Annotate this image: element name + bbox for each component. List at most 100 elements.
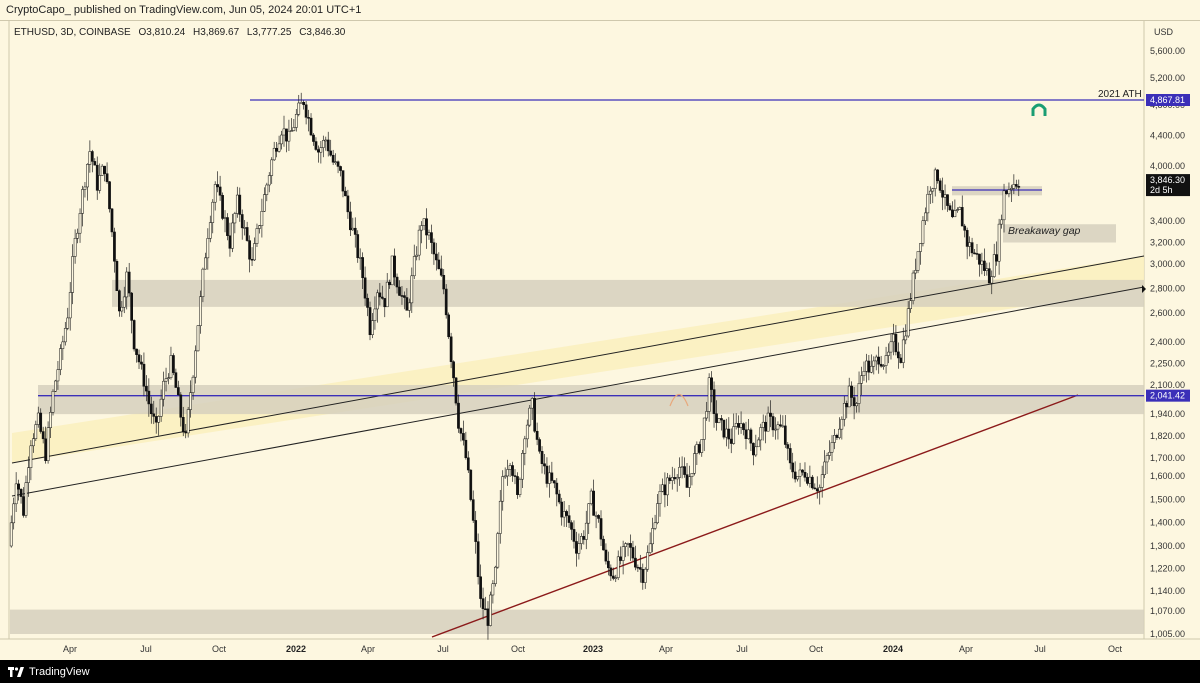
- candle-down: [960, 207, 964, 227]
- candle-up: [840, 418, 844, 430]
- candle-down: [638, 567, 642, 570]
- candle-up: [643, 568, 647, 583]
- candle-down: [786, 444, 790, 449]
- candle-up: [756, 439, 760, 448]
- candle-down: [543, 463, 546, 467]
- candle-down: [388, 281, 392, 286]
- candle-up: [980, 260, 984, 265]
- candle-down: [484, 608, 487, 611]
- candle-up: [528, 407, 532, 426]
- candle-up: [774, 428, 777, 431]
- candle-up: [503, 475, 507, 478]
- time-tick-label: Oct: [511, 644, 526, 654]
- time-tick-label: Jul: [437, 644, 449, 654]
- ath-price-badge-bg: [1146, 94, 1190, 106]
- time-tick-label: Jul: [736, 644, 748, 654]
- candle-down: [405, 297, 409, 311]
- price-tick-label: 2,800.00: [1150, 284, 1185, 294]
- candle-down: [479, 576, 482, 599]
- candle-down: [469, 469, 473, 500]
- candle-up: [157, 416, 161, 423]
- candle-down: [1005, 190, 1008, 194]
- candle-down: [597, 515, 600, 519]
- candle-down: [307, 117, 310, 119]
- candle-up: [282, 128, 286, 136]
- candle-down: [275, 147, 278, 152]
- candle-up: [906, 308, 910, 337]
- candle-up: [489, 594, 492, 626]
- candle-up: [933, 169, 937, 189]
- candle-up: [521, 453, 524, 480]
- time-tick-label: Apr: [361, 644, 375, 654]
- candle-down: [368, 307, 372, 336]
- candle-down: [366, 297, 369, 308]
- close-value: C3,846.30: [299, 27, 346, 38]
- candle-up: [860, 375, 863, 384]
- candle-down: [663, 484, 667, 496]
- candle-down: [149, 403, 153, 415]
- candle-up: [842, 403, 846, 420]
- candle-down: [673, 477, 677, 480]
- candle-down: [425, 218, 428, 236]
- candle-down: [636, 566, 640, 569]
- candle-down: [339, 166, 342, 171]
- candle-up: [525, 424, 529, 440]
- candle-down: [452, 361, 455, 379]
- price-tick-label: 1,820.00: [1150, 431, 1185, 441]
- candle-up: [422, 218, 426, 226]
- magnet-icon: [1031, 103, 1047, 116]
- price-tick-label: 1,500.00: [1150, 494, 1185, 504]
- candle-down: [476, 541, 480, 577]
- candle-down: [471, 499, 475, 521]
- candle-up: [707, 377, 711, 412]
- candle-down: [641, 569, 645, 583]
- candle-up: [589, 490, 593, 504]
- time-tick-label: 2024: [883, 644, 903, 654]
- candle-up: [670, 477, 674, 481]
- chart-area[interactable]: 2021 ATH Breakaway gap USD 5,600.00 5,200.00…: [0, 20, 1200, 659]
- candle-up: [847, 385, 851, 408]
- candle-up: [63, 328, 67, 343]
- candle-up: [51, 390, 55, 413]
- candle-down: [727, 428, 731, 440]
- price-chart[interactable]: 2021 ATH Breakaway gap USD 5,600.00 5,200.00…: [0, 21, 1200, 659]
- candle-down: [806, 477, 809, 484]
- candle-down: [867, 360, 871, 373]
- tradingview-logo-icon[interactable]: [8, 666, 24, 677]
- candle-up: [678, 466, 681, 478]
- candle-up: [914, 270, 917, 274]
- candle-down: [803, 472, 807, 478]
- price-tick-label: 2,600.00: [1150, 308, 1185, 318]
- candle-down: [380, 296, 384, 299]
- candle-up: [196, 325, 200, 352]
- candle-down: [314, 141, 318, 150]
- candle-down: [248, 240, 251, 260]
- candle-up: [614, 577, 618, 579]
- candle-down: [545, 465, 549, 484]
- candle-down: [850, 385, 854, 398]
- candle-up: [36, 412, 40, 425]
- candle-down: [619, 556, 623, 561]
- candle-up: [66, 317, 70, 329]
- support-price-badge: 2,041.42: [1150, 391, 1185, 401]
- candle-up: [231, 222, 234, 249]
- candle-down: [179, 394, 183, 418]
- ath-annotation: 2021 ATH: [1098, 89, 1142, 100]
- candle-down: [349, 211, 352, 231]
- candle-up: [648, 543, 652, 553]
- candle-down: [435, 253, 438, 261]
- candle-down: [771, 416, 775, 431]
- footer-brand: TradingView: [29, 665, 90, 678]
- candle-down: [813, 487, 817, 490]
- candle-down: [941, 190, 944, 198]
- candle-up: [56, 369, 60, 382]
- candle-down: [108, 181, 111, 210]
- candle-up: [12, 503, 16, 524]
- candle-down: [540, 451, 544, 464]
- candle-down: [729, 438, 733, 444]
- candle-up: [562, 511, 566, 518]
- candle-down: [403, 295, 406, 298]
- candle-up: [754, 446, 758, 456]
- candle-up: [838, 428, 841, 438]
- candle-up: [235, 194, 239, 214]
